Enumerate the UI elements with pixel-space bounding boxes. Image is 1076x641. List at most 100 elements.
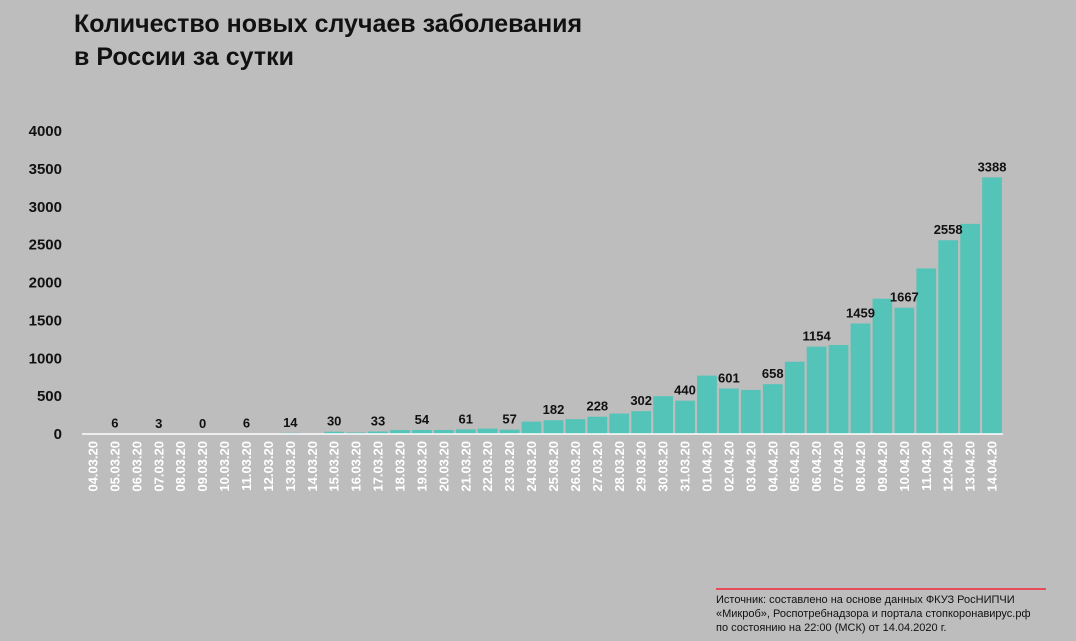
data-label: 1154	[803, 329, 832, 344]
data-label: 0	[199, 416, 206, 431]
x-tick-label: 01.04.20	[700, 441, 715, 492]
bar	[828, 344, 849, 434]
y-tick-label: 2500	[29, 237, 62, 254]
bar	[543, 420, 564, 434]
x-tick-label: 02.04.20	[721, 441, 736, 492]
bar	[521, 421, 542, 434]
x-tick-label: 11.04.20	[919, 441, 934, 491]
x-tick-label: 06.03.20	[129, 441, 144, 492]
source-line-2: «Микроб», Роспотребнадзора и портала сто…	[716, 608, 1031, 620]
data-label: 1459	[846, 305, 875, 320]
chart-title-line-2: в России за сутки	[74, 43, 294, 71]
source-note: Источник: составлено на основе данных ФК…	[716, 593, 1056, 635]
x-tick-label: 06.04.20	[809, 441, 824, 492]
x-tick-label: 24.03.20	[524, 441, 539, 492]
x-tick-label: 17.03.20	[371, 441, 386, 492]
x-tick-label: 26.03.20	[568, 441, 583, 492]
x-tick-label: 09.03.20	[195, 441, 210, 492]
bar	[762, 384, 783, 434]
bar	[477, 428, 498, 434]
chart-title-line-1: Количество новых случаев заболевания	[74, 10, 583, 38]
x-tick-label: 27.03.20	[590, 441, 605, 492]
x-tick-label: 05.04.20	[787, 441, 802, 492]
bar	[631, 411, 652, 434]
y-tick-label: 500	[37, 388, 62, 405]
data-label: 30	[327, 414, 341, 429]
x-tick-label: 12.04.20	[941, 441, 956, 492]
x-tick-label: 10.03.20	[217, 441, 232, 492]
x-tick-label: 07.03.20	[151, 441, 166, 492]
x-tick-label: 03.04.20	[743, 441, 758, 492]
bar	[653, 396, 673, 434]
bar	[938, 240, 959, 434]
bar	[982, 177, 1002, 434]
data-label: 57	[502, 412, 516, 427]
data-label: 54	[415, 412, 430, 427]
bar	[719, 388, 739, 434]
x-tick-label: 04.04.20	[765, 441, 780, 492]
data-label: 3388	[978, 159, 1007, 174]
x-tick-label: 05.03.20	[107, 441, 122, 492]
y-tick-label: 3500	[29, 161, 62, 178]
data-label: 6	[243, 416, 250, 431]
data-label: 61	[459, 411, 473, 426]
x-tick-label: 09.04.20	[875, 441, 890, 492]
y-tick-label: 1000	[29, 350, 62, 367]
bar	[565, 419, 586, 434]
bar	[916, 268, 937, 434]
data-label: 601	[718, 370, 740, 385]
bar	[740, 389, 761, 434]
bar	[455, 429, 476, 434]
x-tick-label: 19.03.20	[414, 441, 429, 492]
y-tick-label: 3000	[29, 199, 62, 216]
bar	[390, 430, 410, 434]
x-tick-label: 29.03.20	[634, 441, 649, 492]
bar	[499, 429, 520, 434]
bar	[960, 223, 980, 434]
bar	[872, 298, 893, 434]
source-line-3: по состоянию на 22:00 (МСК) от 14.04.202…	[716, 622, 947, 634]
x-tick-label: 15.03.20	[327, 441, 342, 492]
x-tick-label: 12.03.20	[261, 441, 276, 492]
bar	[412, 429, 432, 434]
data-label: 33	[371, 414, 385, 429]
data-label: 14	[283, 415, 298, 430]
source-line-1: Источник: составлено на основе данных ФК…	[716, 594, 1015, 606]
data-label: 658	[762, 366, 784, 381]
x-tick-label: 14.03.20	[305, 441, 320, 492]
bar	[675, 400, 695, 434]
x-tick-label: 23.03.20	[502, 441, 517, 492]
x-tick-label: 25.03.20	[546, 441, 561, 492]
bar	[784, 361, 805, 434]
bar	[609, 413, 630, 434]
x-tick-label: 07.04.20	[831, 441, 846, 492]
data-label: 3	[155, 416, 162, 431]
x-tick-label: 11.03.20	[239, 441, 254, 491]
x-tick-label: 13.04.20	[963, 441, 978, 492]
bar	[894, 307, 915, 434]
bar	[346, 432, 366, 434]
data-label: 440	[674, 383, 696, 398]
x-tick-label: 04.03.20	[86, 441, 101, 492]
data-label: 6	[111, 416, 118, 431]
chart-title: Количество новых случаев заболевания в Р…	[74, 8, 594, 74]
x-tick-label: 30.03.20	[656, 441, 671, 492]
x-tick-label: 14.04.20	[985, 441, 1000, 492]
data-label: 228	[586, 399, 608, 414]
data-label: 1667	[890, 290, 919, 305]
y-tick-label: 0	[54, 426, 62, 443]
x-tick-label: 16.03.20	[349, 441, 364, 492]
y-tick-label: 4000	[29, 123, 62, 140]
bar	[324, 431, 345, 434]
data-label: 302	[630, 393, 652, 408]
x-tick-label: 18.03.20	[393, 441, 408, 492]
x-tick-label: 08.03.20	[173, 441, 188, 492]
x-tick-label: 13.03.20	[283, 441, 298, 492]
y-tick-label: 1500	[29, 312, 62, 329]
bar	[806, 346, 827, 434]
x-tick-label: 21.03.20	[458, 441, 473, 492]
bar	[697, 375, 717, 434]
x-tick-label: 28.03.20	[612, 441, 627, 492]
x-tick-label: 10.04.20	[897, 441, 912, 492]
